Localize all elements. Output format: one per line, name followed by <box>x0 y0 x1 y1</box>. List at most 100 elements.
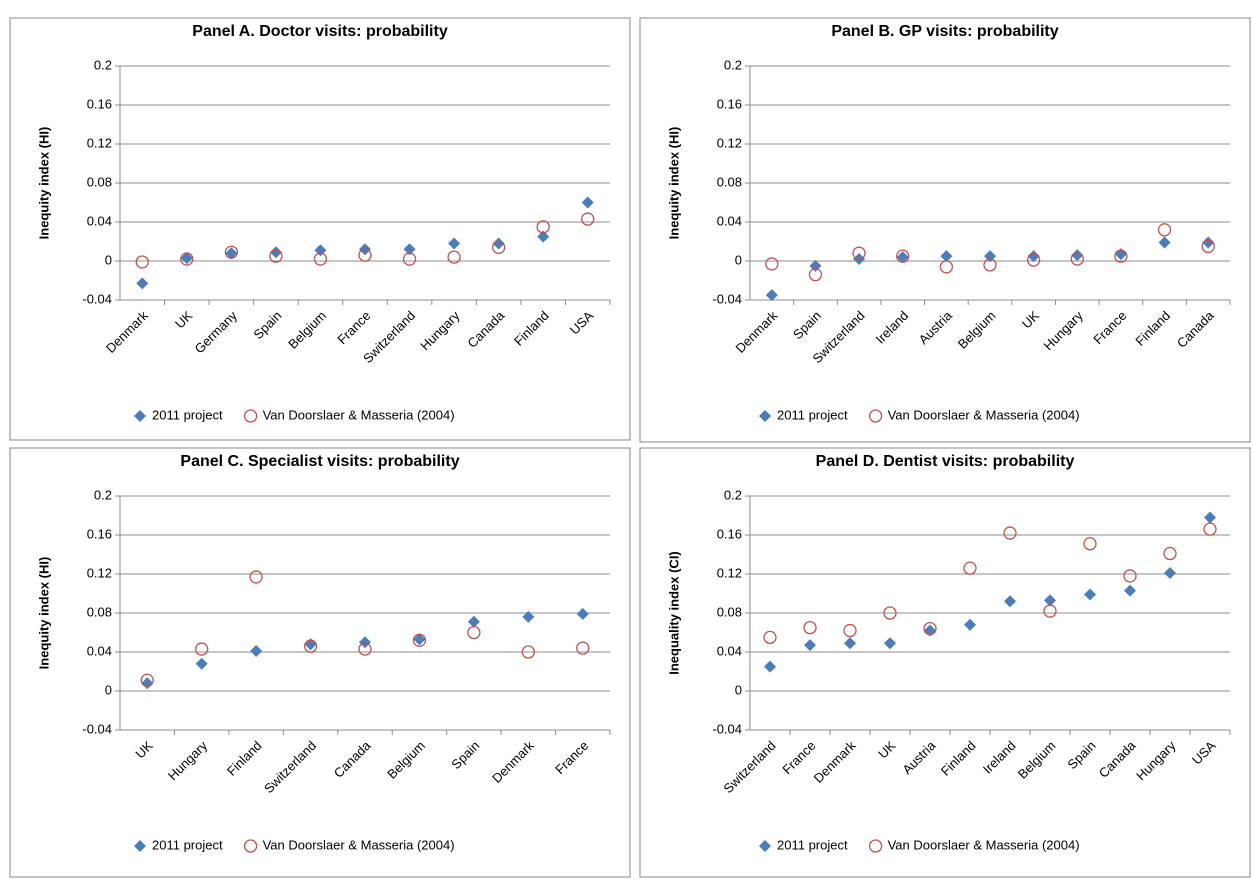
marker-circle <box>808 267 823 282</box>
marker-diamond <box>804 639 816 652</box>
marker-diamond <box>134 410 146 422</box>
legend-label: 2011 project <box>152 407 223 422</box>
marker-circle <box>358 642 372 656</box>
y-tick-label: 0.08 <box>717 174 742 189</box>
x-tick-label: UK <box>1019 308 1043 332</box>
marker-diamond <box>576 607 589 620</box>
y-axis-label: Inequity index (HI) <box>36 127 51 240</box>
marker-circle <box>868 839 883 853</box>
panel-frame <box>639 17 1251 443</box>
marker-diamond <box>1071 249 1084 262</box>
y-tick-label: -0.04 <box>712 291 742 306</box>
x-tick-label: Austria <box>916 307 956 347</box>
marker-circle <box>1026 253 1041 267</box>
x-tick-label: Denmark <box>489 738 537 786</box>
marker-circle <box>269 249 283 263</box>
marker-diamond <box>1124 584 1136 597</box>
legend-label: Van Doorslaer & Masseria (2004) <box>263 407 455 422</box>
x-tick-label: UK <box>875 738 899 762</box>
x-tick-label: Switzerland <box>261 738 319 796</box>
marker-circle <box>140 673 154 687</box>
panel-frame <box>9 447 631 878</box>
y-tick-label: 0.12 <box>717 565 742 580</box>
y-tick-label: 0.08 <box>87 174 112 189</box>
marker-circle <box>1203 522 1217 536</box>
marker-circle <box>1114 249 1128 263</box>
y-tick-label: 0 <box>105 682 112 697</box>
x-tick-label: Finland <box>1132 308 1173 349</box>
marker-circle <box>467 625 481 640</box>
x-tick-label: Canada <box>1096 737 1139 780</box>
x-tick-label: France <box>552 738 591 777</box>
y-tick-label: 0.04 <box>717 213 742 228</box>
marker-circle <box>243 409 258 423</box>
marker-diamond <box>467 615 480 628</box>
x-tick-label: Germany <box>192 308 241 357</box>
marker-circle <box>868 409 883 423</box>
marker-diamond <box>759 840 771 852</box>
marker-circle <box>521 645 535 659</box>
y-tick-label: 0 <box>735 252 742 267</box>
x-tick-label: Finland <box>511 308 552 349</box>
marker-diamond <box>195 657 208 670</box>
marker-diamond <box>403 243 416 256</box>
x-tick-label: Ireland <box>873 308 912 347</box>
marker-circle <box>765 257 779 271</box>
x-tick-label: Finland <box>938 738 979 779</box>
y-tick-label: -0.04 <box>82 291 112 306</box>
legend-label: Van Doorslaer & Masseria (2004) <box>888 837 1080 852</box>
x-tick-label: Denmark <box>103 308 151 356</box>
marker-circle <box>581 212 595 226</box>
marker-diamond <box>448 237 461 250</box>
marker-circle <box>763 630 777 645</box>
x-tick-label: Canada <box>464 307 507 350</box>
marker-circle <box>1043 604 1057 618</box>
x-tick-label: Austria <box>899 737 939 777</box>
marker-circle <box>1003 526 1017 540</box>
x-tick-label: Spain <box>790 308 824 342</box>
marker-circle <box>576 641 590 655</box>
x-tick-label: Hungary <box>1040 308 1086 354</box>
marker-diamond <box>1164 567 1176 580</box>
legend-label: Van Doorslaer & Masseria (2004) <box>263 837 455 852</box>
marker-diamond <box>1158 236 1171 249</box>
marker-diamond <box>1202 236 1215 249</box>
y-tick-label: 0.16 <box>717 96 742 111</box>
marker-diamond <box>522 610 535 623</box>
y-axis-label: Inequality index (CI) <box>666 551 681 675</box>
x-tick-label: Hungary <box>417 308 463 354</box>
y-axis-label: Inequity index (HI) <box>36 557 51 670</box>
x-tick-label: UK <box>172 308 196 332</box>
y-tick-label: 0.12 <box>717 135 742 150</box>
legend-label: 2011 project <box>777 407 848 422</box>
x-tick-label: Switzerland <box>720 738 778 796</box>
marker-diamond <box>759 410 771 422</box>
x-tick-label: USA <box>1189 738 1219 768</box>
marker-circle <box>536 220 550 234</box>
marker-diamond <box>1004 595 1016 608</box>
x-tick-label: Denmark <box>811 738 859 786</box>
marker-circle <box>983 258 997 272</box>
y-axis-label: Inequity index (HI) <box>666 127 681 240</box>
x-tick-label: Canada <box>1174 307 1217 350</box>
y-tick-label: -0.04 <box>82 721 112 736</box>
y-tick-label: 0.12 <box>87 565 112 580</box>
marker-diamond <box>134 840 146 852</box>
panel-title: Panel A. Doctor visits: probability <box>192 23 448 40</box>
y-tick-label: 0.16 <box>87 96 112 111</box>
marker-circle <box>224 245 239 259</box>
marker-circle <box>1201 239 1215 254</box>
marker-circle <box>896 249 910 263</box>
x-tick-label: Belgium <box>1015 738 1059 782</box>
marker-circle <box>803 620 817 635</box>
x-tick-label: Canada <box>331 737 374 780</box>
marker-diamond <box>141 677 154 690</box>
marker-circle <box>1163 546 1177 561</box>
legend-label: 2011 project <box>152 837 223 852</box>
marker-diamond <box>1084 588 1096 601</box>
x-tick-label: Belgium <box>955 308 999 352</box>
marker-diamond <box>1027 250 1040 263</box>
marker-circle <box>195 642 209 656</box>
marker-circle <box>447 250 461 264</box>
